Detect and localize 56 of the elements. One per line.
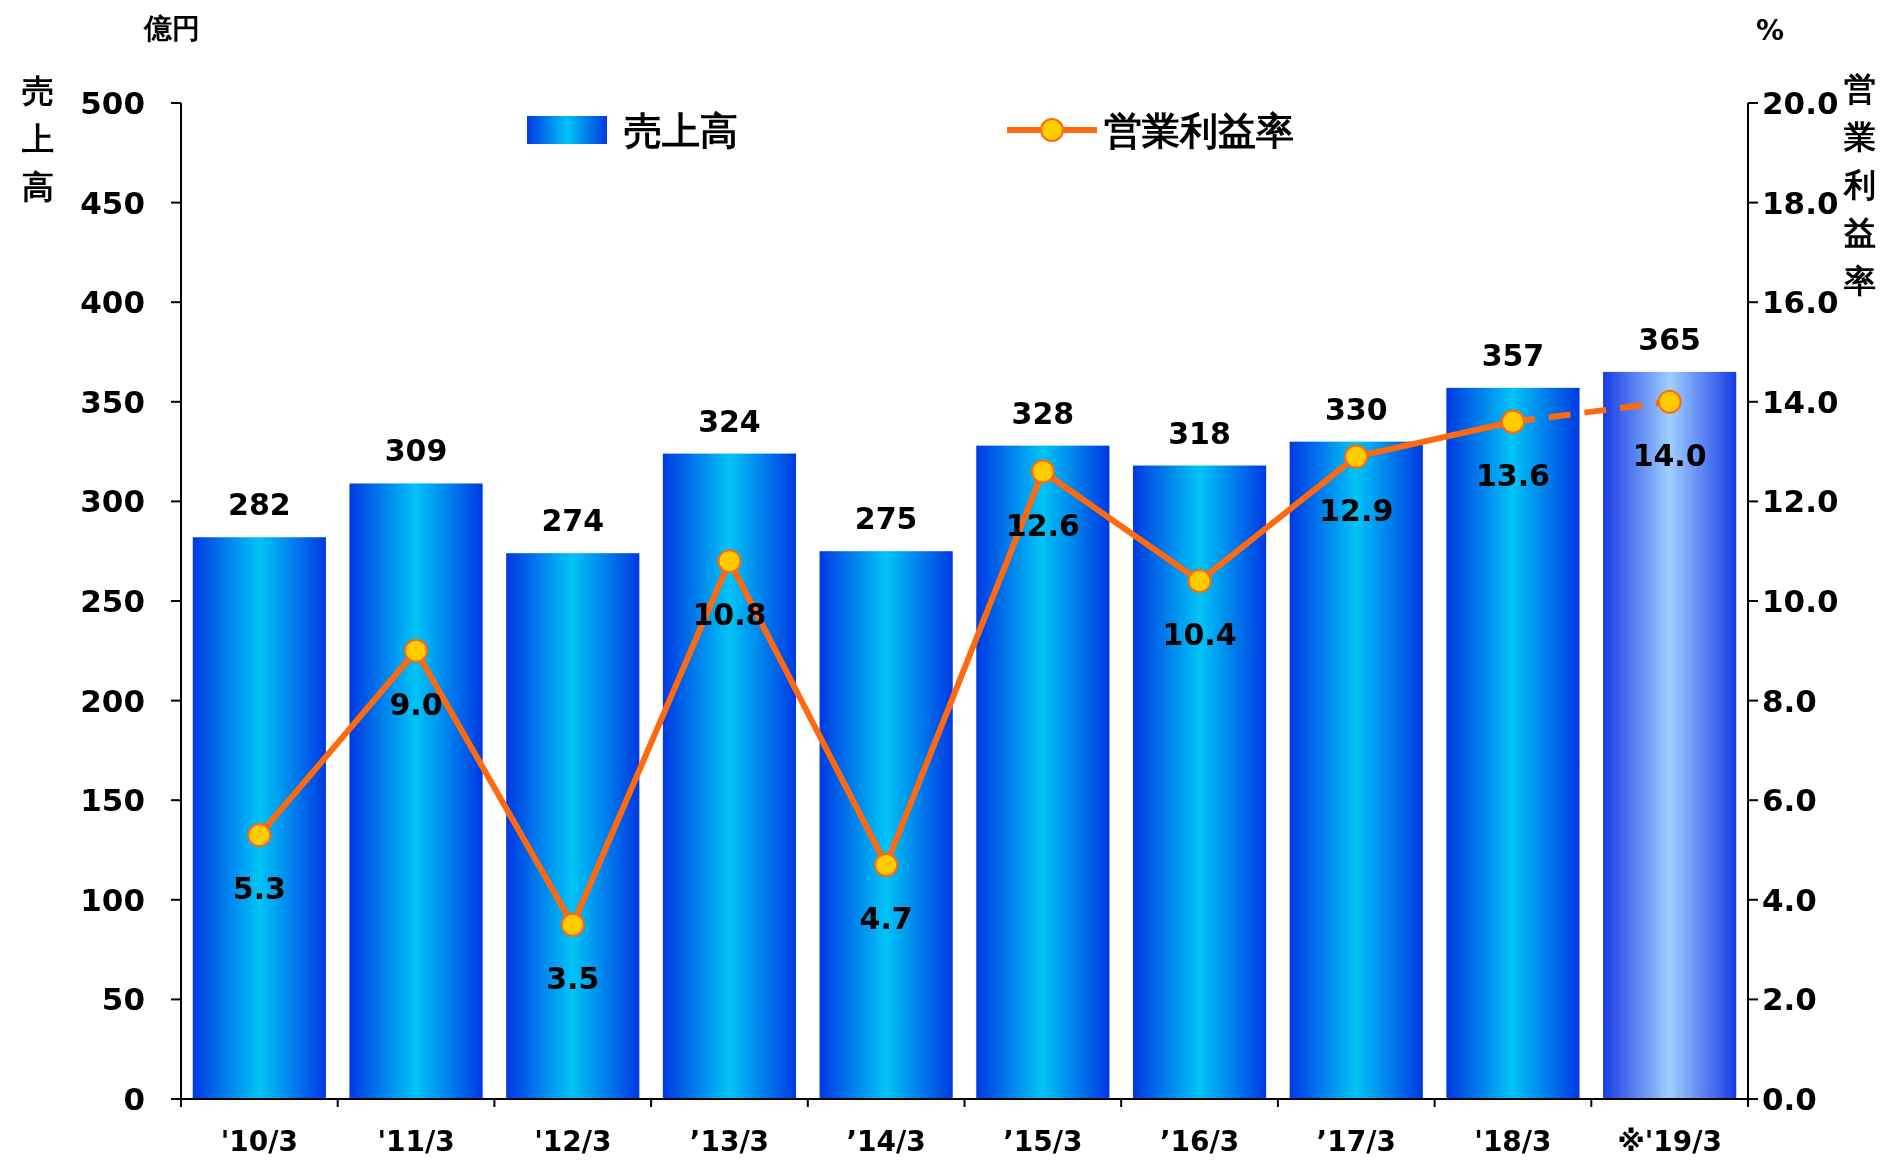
data-label: 328	[1011, 395, 1075, 431]
x-tick-label: '18/3	[1474, 1125, 1552, 1158]
x-tick-label: ※'19/3	[1617, 1125, 1722, 1158]
y2-tick-label: 4.0	[1762, 881, 1817, 918]
y-tick-label: 500	[80, 85, 145, 121]
data-label: 365	[1638, 321, 1701, 357]
y2-tick-label: 16.0	[1762, 284, 1839, 321]
data-label: 318	[1168, 415, 1231, 451]
y2-tick-label: 12.0	[1762, 483, 1839, 520]
data-label: 309	[384, 433, 448, 469]
y-tick-label: 250	[80, 583, 145, 619]
ylabel: 売上高	[22, 72, 54, 206]
y-tick-label: 200	[80, 682, 145, 719]
y2-tick-label: 20.0	[1762, 85, 1839, 121]
x-tick-label: ’13/3	[689, 1125, 770, 1158]
data-label: 3.5	[546, 960, 600, 996]
y2-tick-label: 8.0	[1762, 682, 1817, 719]
y2-tick-label: 10.0	[1762, 583, 1839, 619]
data-label: 357	[1481, 337, 1545, 373]
y2-tick-label: 0.0	[1762, 1081, 1817, 1117]
y-tick-label: 150	[80, 782, 145, 819]
x-tick-label: '10/3	[220, 1125, 298, 1158]
x-tick-label: '11/3	[377, 1125, 455, 1158]
y2label: 営業利益率	[1844, 70, 1876, 300]
y2-tick-label: 14.0	[1762, 383, 1839, 420]
data-label: 5.3	[232, 871, 286, 907]
y-tick-label: 350	[80, 383, 145, 420]
x-tick-label: ’15/3	[1003, 1125, 1083, 1158]
data-label: 13.6	[1475, 457, 1550, 493]
data-label: 12.9	[1319, 492, 1394, 528]
y2-tick-label: 2.0	[1762, 981, 1817, 1018]
data-label: 14.0	[1632, 437, 1707, 473]
annotation: 億円	[144, 12, 200, 45]
annotation: %	[1755, 14, 1785, 47]
y-tick-label: 300	[80, 483, 145, 520]
data-label: 9.0	[389, 686, 443, 722]
data-label: 282	[228, 487, 291, 523]
y2-tick-label: 18.0	[1762, 184, 1839, 221]
y-tick-label: 0	[123, 1081, 145, 1117]
data-label: 4.7	[859, 900, 913, 936]
y-tick-label: 100	[80, 881, 145, 918]
y2-tick-label: 6.0	[1762, 782, 1817, 819]
x-tick-label: ’14/3	[846, 1125, 926, 1158]
legend-label: 売上高	[624, 109, 738, 153]
legend-label: 営業利益率	[1104, 109, 1294, 153]
data-label: 10.4	[1162, 617, 1237, 653]
x-tick-label: ’17/3	[1316, 1125, 1396, 1158]
y-tick-label: 400	[80, 284, 145, 321]
data-label: 274	[541, 503, 605, 539]
x-tick-label: '12/3	[534, 1125, 612, 1158]
data-label: 330	[1324, 391, 1388, 427]
data-label: 275	[854, 501, 918, 537]
x-tick-label: ’16/3	[1159, 1125, 1240, 1158]
y-tick-label: 50	[101, 981, 145, 1018]
data-label: 324	[698, 403, 761, 439]
y-tick-label: 450	[80, 184, 145, 221]
